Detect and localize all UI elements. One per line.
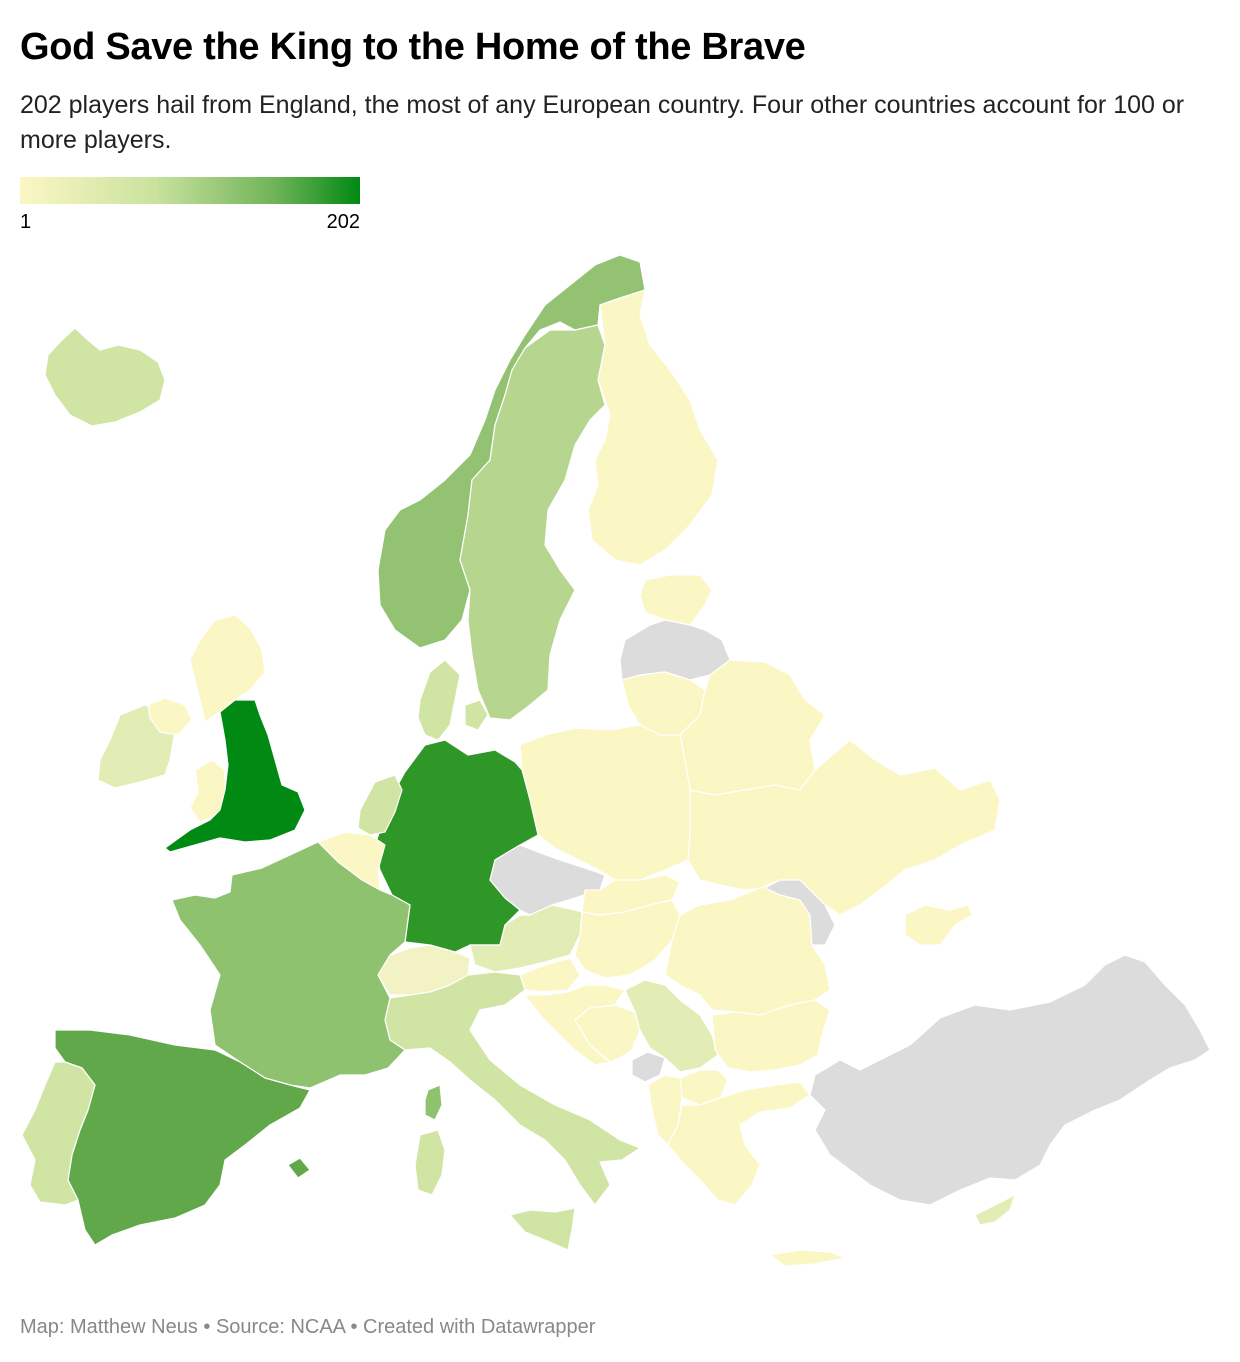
region-france-corsica[interactable] [424,1084,443,1121]
region-england[interactable] [164,699,306,853]
color-legend: 1 202 [20,177,360,235]
region-poland[interactable] [519,724,691,881]
region-spain-balearic[interactable] [287,1157,311,1179]
region-montenegro[interactable] [631,1051,666,1083]
region-italy-sardinia[interactable] [414,1129,446,1196]
region-ukraine-crimea[interactable] [904,904,973,946]
region-sweden[interactable] [459,324,606,721]
region-scotland[interactable] [189,614,266,723]
legend-gradient-bar [20,177,360,204]
region-estonia[interactable] [639,574,713,626]
region-italy[interactable] [384,971,641,1206]
region-norway[interactable] [377,254,646,649]
region-northern-ireland[interactable] [147,697,193,736]
region-italy-sicily[interactable] [509,1207,576,1251]
region-cyprus[interactable] [974,1194,1016,1226]
region-france[interactable] [171,841,411,1089]
europe-choropleth-map [21,254,1211,1267]
region-portugal[interactable] [21,1061,96,1206]
region-denmark[interactable] [417,659,461,741]
region-ukraine[interactable] [687,739,1001,916]
region-belarus[interactable] [679,659,826,796]
region-denmark-zealand[interactable] [464,699,489,731]
region-turkey[interactable] [809,954,1211,1206]
chart-subtitle: 202 players hail from England, the most … [20,91,1185,154]
region-romania[interactable] [664,879,831,1016]
region-bulgaria[interactable] [711,999,831,1073]
legend-min-label: 1 [20,211,32,233]
region-latvia[interactable] [619,619,731,681]
region-bosnia[interactable] [574,1004,641,1063]
map-credit-footer: Map: Matthew Neus • Source: NCAA • Creat… [20,1316,596,1338]
region-serbia[interactable] [624,979,719,1073]
legend-max-label: 202 [326,211,360,233]
region-iceland[interactable] [44,327,166,427]
region-slovenia[interactable] [519,957,581,993]
region-greece-crete[interactable] [769,1249,846,1267]
region-north-macedonia[interactable] [679,1069,729,1106]
chart-title: God Save the King to the Home of the Bra… [20,26,806,68]
region-czechia[interactable] [489,844,606,916]
region-netherlands[interactable] [357,774,403,836]
region-moldova[interactable] [764,879,836,946]
region-greece[interactable] [667,1081,811,1206]
region-finland[interactable] [587,289,719,566]
